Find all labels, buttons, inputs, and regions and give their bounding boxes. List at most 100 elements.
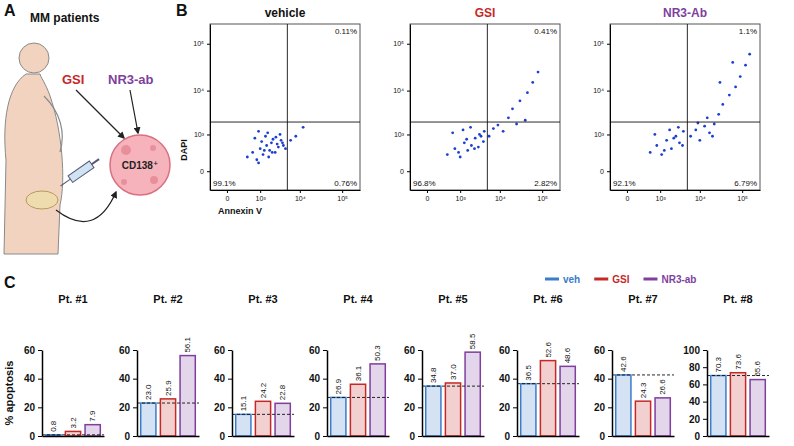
point [526, 91, 529, 94]
tick-label: 40 [214, 373, 226, 384]
tick-label: 0 [504, 431, 510, 442]
y-axis-tick: 10³ [594, 131, 610, 138]
panel-title: Pt. #1 [58, 293, 87, 305]
cell [110, 135, 170, 195]
bar [275, 403, 290, 436]
cell-texture [121, 179, 127, 185]
point [451, 131, 454, 134]
tick-label: 60 [214, 345, 226, 356]
point [469, 126, 472, 129]
tick-mark [607, 171, 610, 172]
point [739, 75, 742, 78]
x-axis: 010³10⁴10⁵ [611, 190, 761, 202]
y-axis: 0204060 [309, 345, 328, 442]
x-axis-tick: 10⁴ [295, 190, 306, 202]
gate-line [210, 122, 360, 123]
bar [85, 425, 100, 436]
y-axis: 020406080100 [683, 345, 707, 442]
y-axis-line [707, 351, 709, 437]
x-axis-tick: 10³ [256, 190, 267, 202]
point [689, 135, 692, 138]
tick-mark [418, 407, 422, 408]
bar [750, 380, 765, 436]
x-axis-line [411, 190, 561, 191]
tick-label: 10³ [594, 131, 605, 138]
panel-title: Pt. #3 [248, 293, 277, 305]
bar [350, 384, 365, 436]
bar [445, 383, 460, 436]
point [483, 130, 486, 133]
tick-mark [418, 350, 422, 351]
panel-title: Pt. #4 [343, 293, 373, 305]
bar-panel: 02040600.83.27.9Pt. #1% apoptosis [3, 293, 105, 442]
point [446, 153, 449, 156]
x-axis-line [211, 190, 361, 191]
x-axis-line [328, 436, 390, 438]
tick-label: 40 [689, 396, 701, 407]
data-label: 25.9 [164, 380, 173, 396]
y-axis-tick: 60 [119, 345, 137, 356]
y-axis-line [517, 351, 519, 437]
y-axis-tick: 60 [309, 345, 327, 356]
tick-mark [323, 379, 327, 380]
data-label: 22.8 [278, 384, 287, 400]
tick-label: 40 [119, 373, 131, 384]
tick-mark [542, 190, 543, 193]
y-axis-line [137, 351, 139, 437]
bone [26, 191, 58, 209]
tick-label: 80 [689, 362, 701, 373]
quadrant-label: 6.79% [734, 179, 757, 188]
panel-title: Pt. #5 [438, 293, 467, 305]
point [262, 153, 265, 156]
y-axis-tick: 40 [24, 373, 42, 384]
point [459, 156, 462, 159]
x-axis [613, 436, 675, 437]
gate-line [410, 122, 560, 123]
reference-line [42, 434, 104, 435]
bar [331, 397, 346, 436]
tick-label: 0 [400, 168, 404, 175]
x-axis-line [138, 436, 200, 438]
point [266, 131, 269, 134]
panel-letter: C [4, 274, 16, 291]
point [462, 128, 465, 131]
point [246, 156, 249, 159]
y-axis-tick: 60 [594, 345, 612, 356]
point [706, 116, 709, 119]
gate-line [287, 24, 288, 190]
point [478, 133, 481, 136]
tick-mark [207, 171, 210, 172]
tick-mark [608, 350, 612, 351]
point [719, 81, 722, 84]
data-label: 56.1 [183, 336, 192, 352]
bar [141, 403, 156, 436]
tick-label: 60 [309, 345, 321, 356]
y-axis-tick: 0 [29, 431, 42, 442]
point [470, 144, 473, 147]
point [257, 130, 260, 133]
bar [730, 373, 745, 436]
y-axis-tick: 0 [200, 168, 210, 175]
point [682, 130, 685, 133]
tick-label: 10⁴ [695, 195, 706, 202]
y-axis-tick: 10⁵ [593, 40, 610, 47]
tick-mark [407, 134, 410, 135]
x-axis-tick: 10³ [456, 190, 467, 202]
point [253, 137, 256, 140]
point [279, 133, 282, 136]
bar-panel: 020406036.552.648.6Pt. #6 [499, 293, 580, 442]
reference-line [327, 397, 389, 398]
tick-mark [703, 350, 707, 351]
point [457, 151, 460, 154]
body [4, 74, 63, 254]
cell-texture [150, 176, 158, 184]
point [519, 99, 522, 102]
tick-mark [607, 134, 610, 135]
y-axis: 0204060 [499, 345, 518, 442]
bar [160, 399, 175, 436]
y-axis-tick: 60 [404, 345, 422, 356]
point [502, 130, 505, 133]
y-axis: 0204060 [119, 345, 138, 442]
y-axis-tick: 0 [504, 431, 517, 442]
tick-label: 0 [694, 431, 700, 442]
